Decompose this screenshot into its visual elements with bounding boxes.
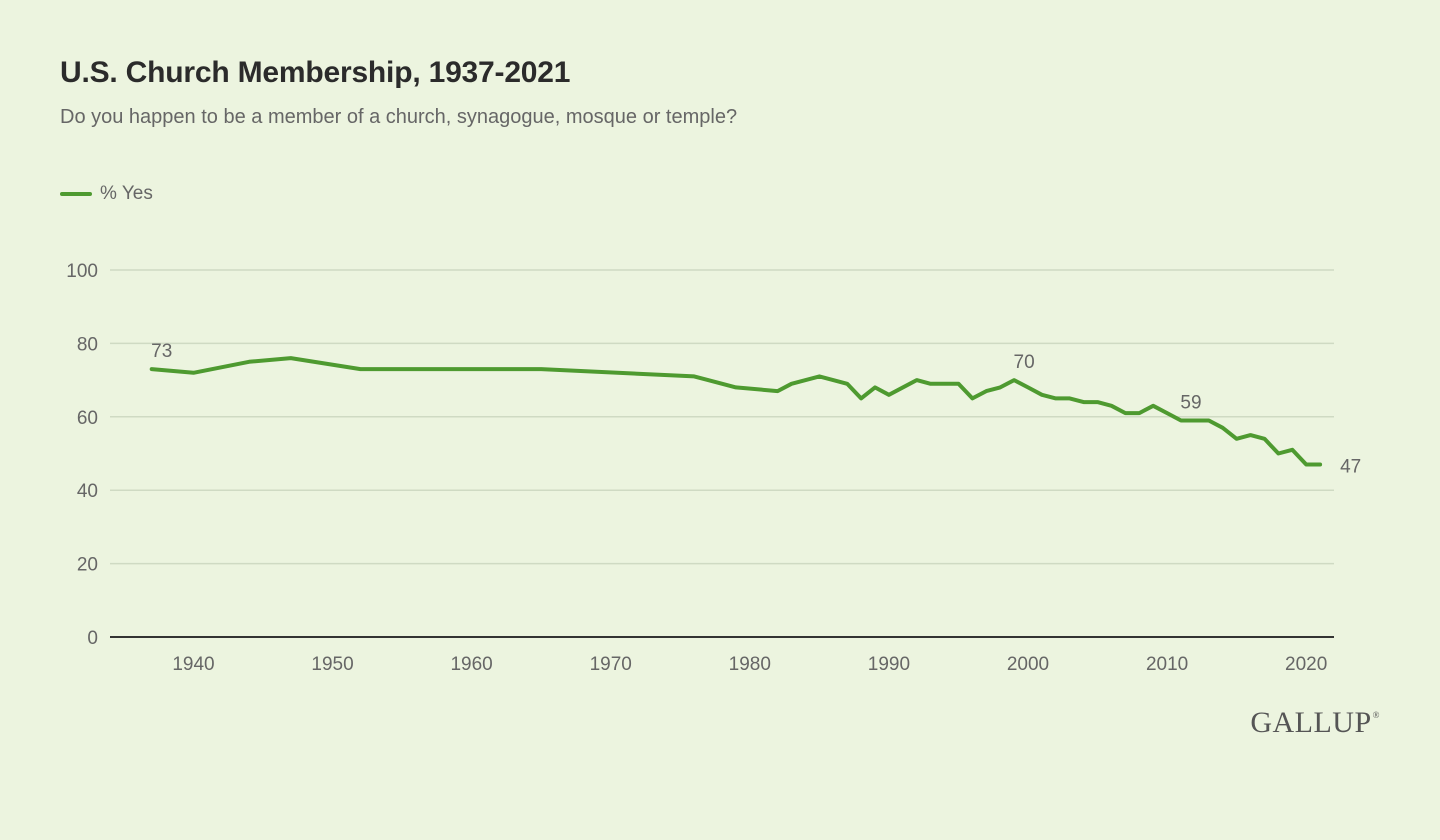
data-point <box>1290 448 1294 452</box>
legend: % Yes <box>60 183 153 205</box>
chart-title: U.S. Church Membership, 1937-2021 <box>60 56 571 89</box>
data-point <box>845 382 849 386</box>
data-point <box>191 371 195 375</box>
x-tick-label: 2020 <box>1285 654 1327 675</box>
data-point <box>1221 426 1225 430</box>
x-tick-label: 1990 <box>868 654 910 675</box>
y-tick-label: 100 <box>66 261 98 282</box>
data-point <box>776 389 780 393</box>
data-point <box>1151 404 1155 408</box>
data-point <box>247 360 251 364</box>
data-point <box>859 396 863 400</box>
data-point <box>289 356 293 360</box>
data-point <box>150 367 154 371</box>
x-tick-label: 1960 <box>450 654 492 675</box>
data-point <box>998 385 1002 389</box>
label-layer: 73 70 59 47 <box>151 341 1361 477</box>
legend-label: % Yes <box>100 183 153 204</box>
x-tick-label: 2000 <box>1007 654 1049 675</box>
data-point <box>956 382 960 386</box>
data-point <box>1137 411 1141 415</box>
data-point <box>790 382 794 386</box>
grid-layer <box>110 269 1334 565</box>
data-point <box>692 374 696 378</box>
data-point <box>1179 418 1183 422</box>
data-point <box>1207 418 1211 422</box>
logo-text: GALLUP <box>1250 706 1372 739</box>
y-tick-label: 60 <box>77 408 98 429</box>
data-point <box>1082 400 1086 404</box>
y-tick-label: 20 <box>77 555 98 576</box>
data-point <box>1235 437 1239 441</box>
data-point <box>984 389 988 393</box>
data-point <box>1193 418 1197 422</box>
data-label: 70 <box>1014 352 1035 373</box>
y-tick-label: 40 <box>77 481 98 502</box>
data-point <box>1249 433 1253 437</box>
data-point <box>1054 396 1058 400</box>
data-point <box>873 385 877 389</box>
data-label: 59 <box>1180 392 1201 413</box>
data-point <box>1012 378 1016 382</box>
axis-layer: 0 20 40 60 80 100 1940 1950 1960 1970 1980 1990 2000… <box>66 261 1334 675</box>
data-point <box>1123 411 1127 415</box>
data-point <box>970 396 974 400</box>
y-tick-label: 80 <box>77 334 98 355</box>
data-point <box>1165 411 1169 415</box>
data-point <box>1040 393 1044 397</box>
data-point <box>539 367 543 371</box>
data-point <box>915 378 919 382</box>
data-point <box>1318 463 1322 467</box>
data-label: 73 <box>151 341 172 362</box>
data-point <box>1262 437 1266 441</box>
series-layer <box>149 356 1323 467</box>
x-tick-label: 1970 <box>590 654 632 675</box>
data-point <box>1276 452 1280 456</box>
data-point <box>887 393 891 397</box>
data-point <box>1109 404 1113 408</box>
data-point <box>1026 385 1030 389</box>
data-point <box>929 382 933 386</box>
data-point <box>1096 400 1100 404</box>
series-line <box>149 356 1323 467</box>
y-tick-label: 0 <box>87 628 98 649</box>
legend-swatch <box>60 192 92 196</box>
data-point <box>817 374 821 378</box>
x-tick-label: 1980 <box>729 654 771 675</box>
logo-registered-mark: ® <box>1372 710 1380 720</box>
x-tick-label: 1940 <box>172 654 214 675</box>
data-point <box>358 367 362 371</box>
data-point <box>734 385 738 389</box>
data-point <box>1304 463 1308 467</box>
data-point <box>1068 396 1072 400</box>
gallup-logo: GALLUP® <box>1250 706 1380 740</box>
x-tick-label: 1950 <box>311 654 353 675</box>
chart-subtitle: Do you happen to be a member of a church… <box>60 106 738 128</box>
x-tick-label: 2010 <box>1146 654 1188 675</box>
data-label: 47 <box>1340 457 1361 478</box>
